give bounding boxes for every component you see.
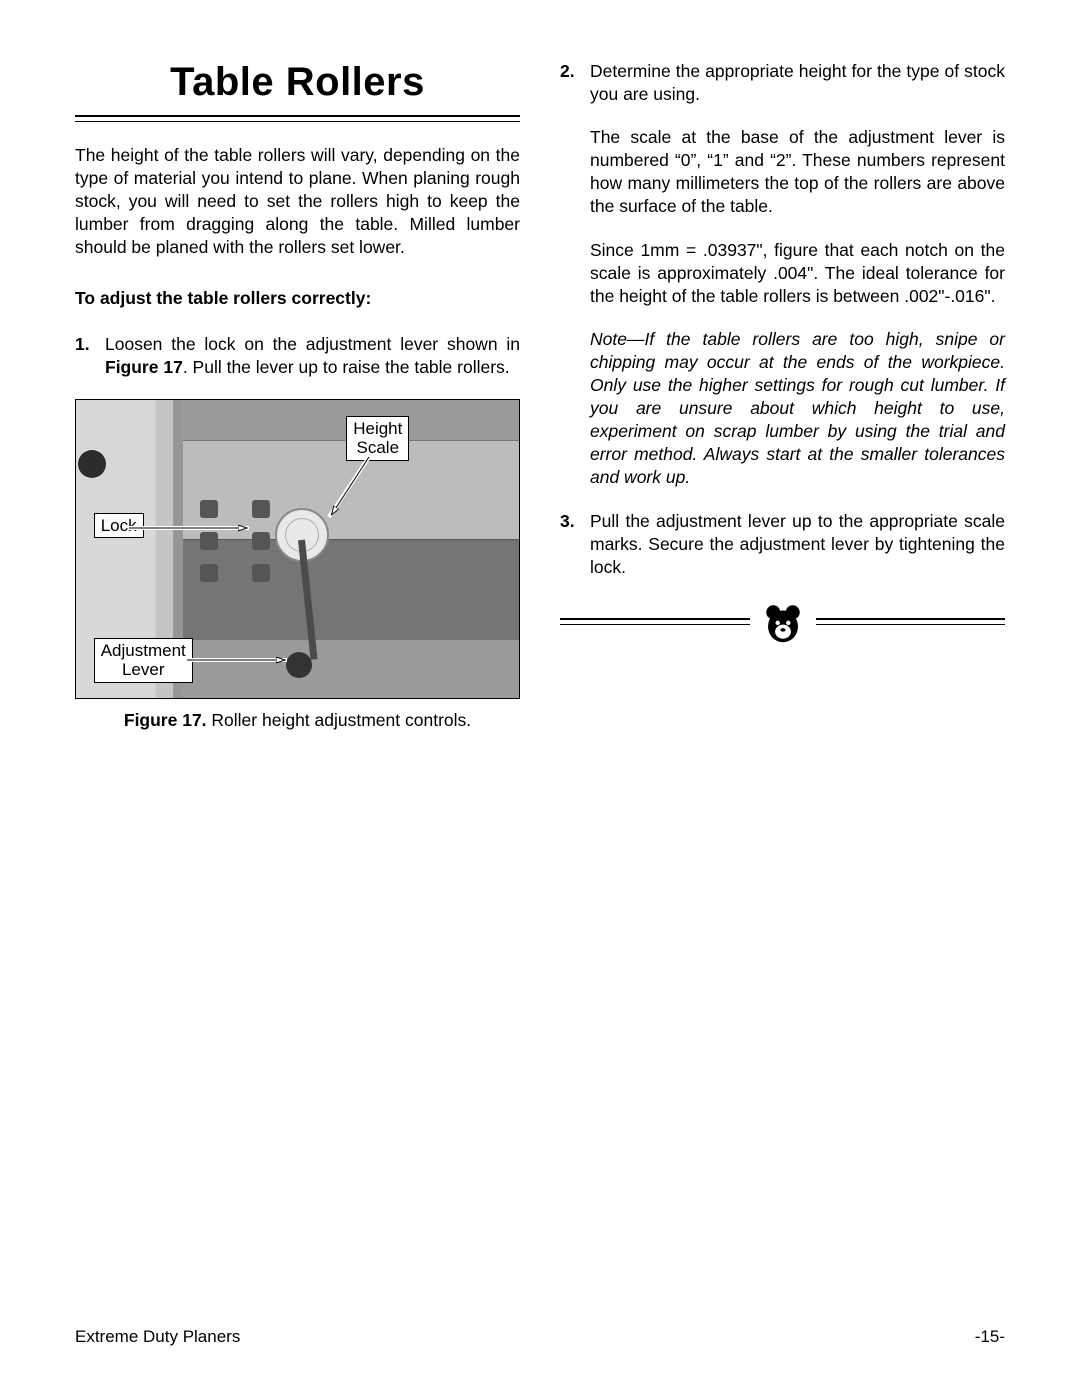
bolt	[200, 564, 218, 582]
bear-icon	[760, 599, 806, 645]
intro-paragraph: The height of the table rollers will var…	[75, 144, 520, 259]
procedure-heading: To adjust the table rollers correctly:	[75, 287, 520, 310]
figure-17: Height Scale Lock Adjustment Lever Figur…	[75, 399, 520, 732]
step-list-continued-2: 3. Pull the adjustment lever up to the a…	[560, 510, 1005, 579]
arrow-to-scale	[324, 452, 384, 532]
footer-left: Extreme Duty Planers	[75, 1327, 240, 1347]
page: Table Rollers The height of the table ro…	[0, 0, 1080, 1397]
step2-detail-2: Since 1mm = .03937", figure that each no…	[590, 239, 1005, 308]
page-footer: Extreme Duty Planers -15-	[75, 1297, 1005, 1347]
step-number: 2.	[560, 60, 590, 106]
label-text: Adjustment Lever	[101, 641, 186, 680]
section-title: Table Rollers	[75, 60, 520, 105]
figure-ref: Figure 17	[105, 357, 183, 377]
arrow-to-lever	[187, 650, 297, 670]
divider-line-left	[560, 618, 750, 625]
step1-pre: Loosen the lock on the adjustment lever …	[105, 334, 520, 354]
caption-rest: Roller height adjustment controls.	[207, 710, 472, 730]
figure-image: Height Scale Lock Adjustment Lever	[75, 399, 520, 699]
bolts-group	[200, 500, 270, 580]
bolt	[252, 500, 270, 518]
figure-caption: Figure 17. Roller height adjustment cont…	[75, 709, 520, 732]
title-rule	[75, 115, 520, 122]
step-text: Pull the adjustment lever up to the appr…	[590, 510, 1005, 579]
section-end-divider	[560, 599, 1005, 645]
bolt	[252, 564, 270, 582]
note-paragraph: Note—If the table rollers are too high, …	[590, 328, 1005, 490]
step-number: 1.	[75, 333, 105, 379]
step-1: 1. Loosen the lock on the adjustment lev…	[75, 333, 520, 379]
right-column: 2. Determine the appropriate height for …	[560, 60, 1005, 1297]
step2-detail-1: The scale at the base of the adjustment …	[590, 126, 1005, 218]
step-3: 3. Pull the adjustment lever up to the a…	[560, 510, 1005, 579]
lock-knob	[78, 450, 106, 478]
arrow-to-lock	[129, 518, 259, 538]
divider-line-right	[816, 618, 1006, 625]
step-list: 1. Loosen the lock on the adjustment lev…	[75, 333, 520, 379]
bolt	[200, 500, 218, 518]
left-column: Table Rollers The height of the table ro…	[75, 60, 520, 1297]
label-adjustment-lever: Adjustment Lever	[94, 638, 193, 683]
step-text: Loosen the lock on the adjustment lever …	[105, 333, 520, 379]
two-column-layout: Table Rollers The height of the table ro…	[75, 60, 1005, 1297]
caption-bold: Figure 17.	[124, 710, 207, 730]
step1-post: . Pull the lever up to raise the table r…	[183, 357, 510, 377]
step-text: Determine the appropriate height for the…	[590, 60, 1005, 106]
step-number: 3.	[560, 510, 590, 579]
footer-page-number: -15-	[975, 1327, 1005, 1347]
step-2: 2. Determine the appropriate height for …	[560, 60, 1005, 106]
step-list-continued: 2. Determine the appropriate height for …	[560, 60, 1005, 106]
